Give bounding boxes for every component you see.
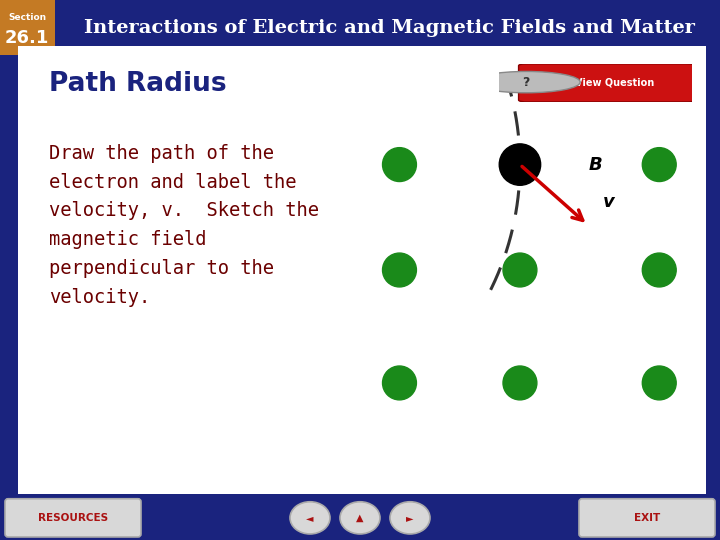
Text: 26.1: 26.1 xyxy=(5,29,49,47)
Text: ▲: ▲ xyxy=(356,513,364,523)
Text: ?: ? xyxy=(523,76,530,89)
Circle shape xyxy=(642,366,676,400)
Circle shape xyxy=(642,253,676,287)
FancyBboxPatch shape xyxy=(11,42,713,498)
Circle shape xyxy=(503,366,537,400)
Text: RESOURCES: RESOURCES xyxy=(38,513,108,523)
Ellipse shape xyxy=(290,502,330,534)
Circle shape xyxy=(499,144,541,185)
Circle shape xyxy=(382,366,416,400)
Text: Section: Section xyxy=(8,12,46,22)
Circle shape xyxy=(503,253,537,287)
FancyBboxPatch shape xyxy=(5,499,141,537)
Text: ►: ► xyxy=(406,513,414,523)
Bar xyxy=(0,0,55,55)
Circle shape xyxy=(382,147,416,181)
Circle shape xyxy=(472,71,580,93)
Text: Draw the path of the
electron and label the
velocity, v.  Sketch the
magnetic fi: Draw the path of the electron and label … xyxy=(49,144,319,307)
Text: v: v xyxy=(603,193,615,211)
Circle shape xyxy=(382,253,416,287)
Circle shape xyxy=(642,147,676,181)
FancyBboxPatch shape xyxy=(518,64,696,102)
Ellipse shape xyxy=(390,502,430,534)
Text: B: B xyxy=(589,156,603,173)
Text: ◄: ◄ xyxy=(306,513,314,523)
Text: Path Radius: Path Radius xyxy=(49,71,227,97)
Text: EXIT: EXIT xyxy=(634,513,660,523)
Circle shape xyxy=(503,147,537,181)
Text: View Question: View Question xyxy=(575,77,654,87)
Ellipse shape xyxy=(340,502,380,534)
Text: Interactions of Electric and Magnetic Fields and Matter: Interactions of Electric and Magnetic Fi… xyxy=(84,19,696,37)
FancyBboxPatch shape xyxy=(579,499,715,537)
